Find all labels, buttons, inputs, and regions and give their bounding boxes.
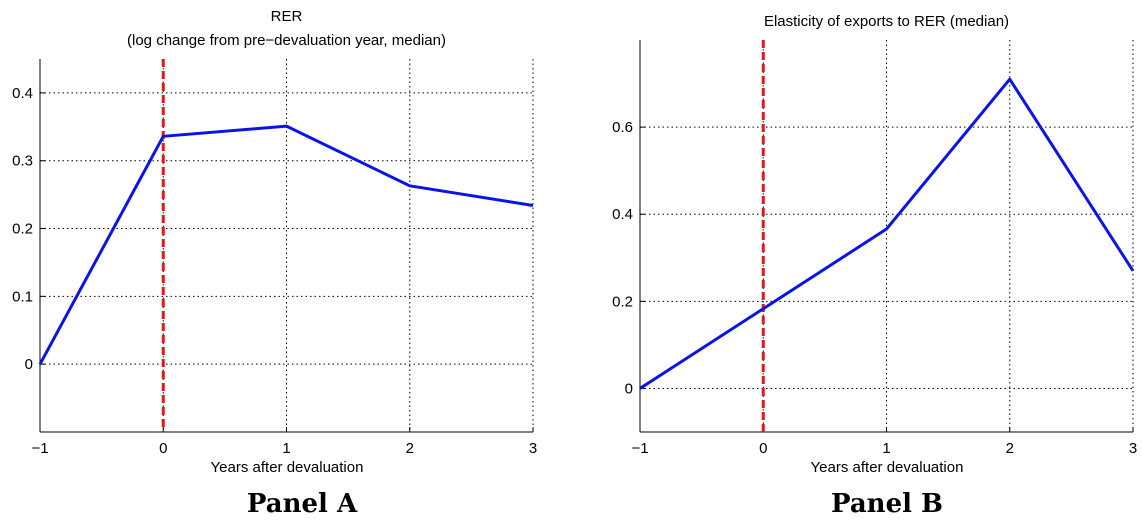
y-tick-label: 0.3	[12, 153, 33, 170]
panel-b: −1 0 1 2 3 0 0.2 0.4 0.6 Elasticity of exports to…	[612, 13, 1137, 519]
chart-subtitle: (log change from pre−devaluation year, m…	[127, 32, 446, 49]
x-axis-label: Years after devaluation	[211, 459, 364, 476]
x-tick-label: 1	[282, 440, 290, 457]
y-tick-label: 0	[25, 356, 33, 373]
panel-label: Panel B	[831, 489, 943, 519]
x-tick-label: 1	[882, 440, 890, 457]
chart-title: Elasticity of exports to RER (median)	[764, 13, 1009, 30]
x-tick-label: 2	[406, 440, 414, 457]
y-tick-label: 0.2	[12, 221, 33, 238]
x-tick-label: −1	[31, 440, 48, 457]
x-tick-label: −1	[631, 440, 648, 457]
panel-a: −1 0 1 2 3 0 0.1 0.2 0.3 0.4 RER (log change from p…	[12, 8, 537, 519]
y-tick-label: 0.6	[612, 119, 633, 136]
chart-title: RER	[271, 8, 303, 25]
series-line	[38, 124, 534, 365]
y-tick-label: 0	[625, 380, 633, 397]
x-tick-label: 0	[759, 440, 767, 457]
x-tick-label: 3	[529, 440, 537, 457]
y-tick-label: 0.2	[612, 293, 633, 310]
x-axis-label: Years after devaluation	[811, 459, 964, 476]
x-tick-label: 2	[1006, 440, 1014, 457]
y-tick-label: 0.1	[12, 288, 33, 305]
x-tick-label: 0	[159, 440, 167, 457]
y-tick-label: 0.4	[612, 206, 633, 223]
x-tick-label: 3	[1129, 440, 1137, 457]
y-tick-label: 0.4	[12, 85, 33, 102]
panel-label: Panel A	[247, 489, 358, 519]
